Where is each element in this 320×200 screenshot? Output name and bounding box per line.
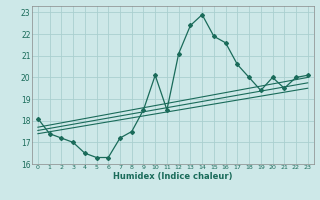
X-axis label: Humidex (Indice chaleur): Humidex (Indice chaleur) xyxy=(113,172,233,181)
